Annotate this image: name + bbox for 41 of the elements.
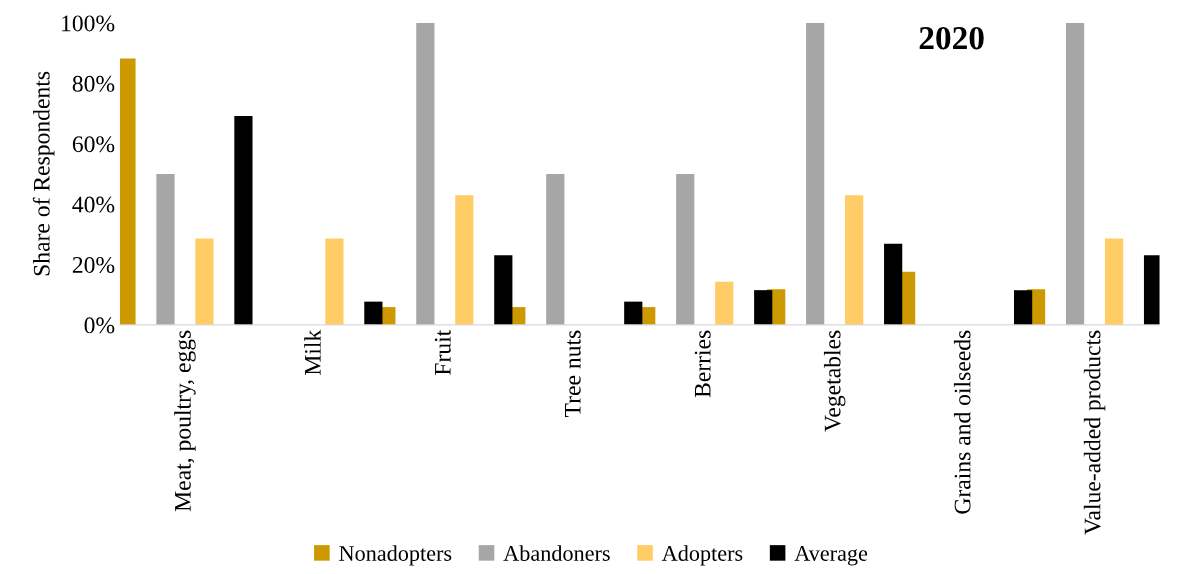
- x-tick-label: Berries: [694, 330, 711, 398]
- x-tick-label: Tree nuts: [565, 330, 581, 417]
- bar: [119, 58, 136, 325]
- bar: [156, 173, 175, 325]
- bar: [1065, 22, 1085, 325]
- bar: [806, 22, 825, 325]
- bar: [546, 173, 565, 325]
- bar: [416, 22, 435, 325]
- x-tick-label: Meat, poultry, eggs: [174, 330, 196, 512]
- legend-label: Nonadopters: [339, 545, 452, 566]
- bar: [234, 115, 253, 325]
- legend-label: Average: [794, 546, 868, 566]
- bar: [325, 238, 344, 325]
- x-tick-label: Milk: [304, 329, 321, 375]
- x-tick-label: Grains and oilseeds: [953, 330, 971, 514]
- x-tick-label: Value-added products: [1083, 330, 1106, 535]
- x-tick-label: Vegetables: [823, 330, 846, 432]
- bar: [884, 243, 903, 325]
- bar: [1143, 255, 1160, 325]
- y-tick-label: 100%: [62, 15, 115, 32]
- bar: [1014, 290, 1033, 325]
- chart-title: 2020: [919, 26, 984, 50]
- bar: [1104, 238, 1124, 325]
- y-tick-label: 40%: [72, 196, 115, 213]
- bar: [754, 290, 773, 325]
- bar: [845, 195, 864, 325]
- y-tick-label: 60%: [72, 136, 115, 153]
- bar: [455, 195, 474, 325]
- bar: [715, 281, 734, 325]
- legend-label: Adopters: [661, 545, 743, 566]
- bar: [195, 238, 214, 325]
- y-tick-label: 20%: [72, 256, 115, 273]
- y-tick-label: 80%: [72, 75, 115, 92]
- bar: [364, 301, 383, 325]
- y-axis-title: Share of Respondents: [32, 71, 55, 276]
- bar: [494, 255, 513, 325]
- bar: [676, 173, 695, 325]
- y-tick-label: 0%: [84, 317, 115, 334]
- legend-label: Abandoners: [503, 545, 610, 561]
- bar: [624, 301, 643, 325]
- x-tick-label: Fruit: [434, 329, 451, 375]
